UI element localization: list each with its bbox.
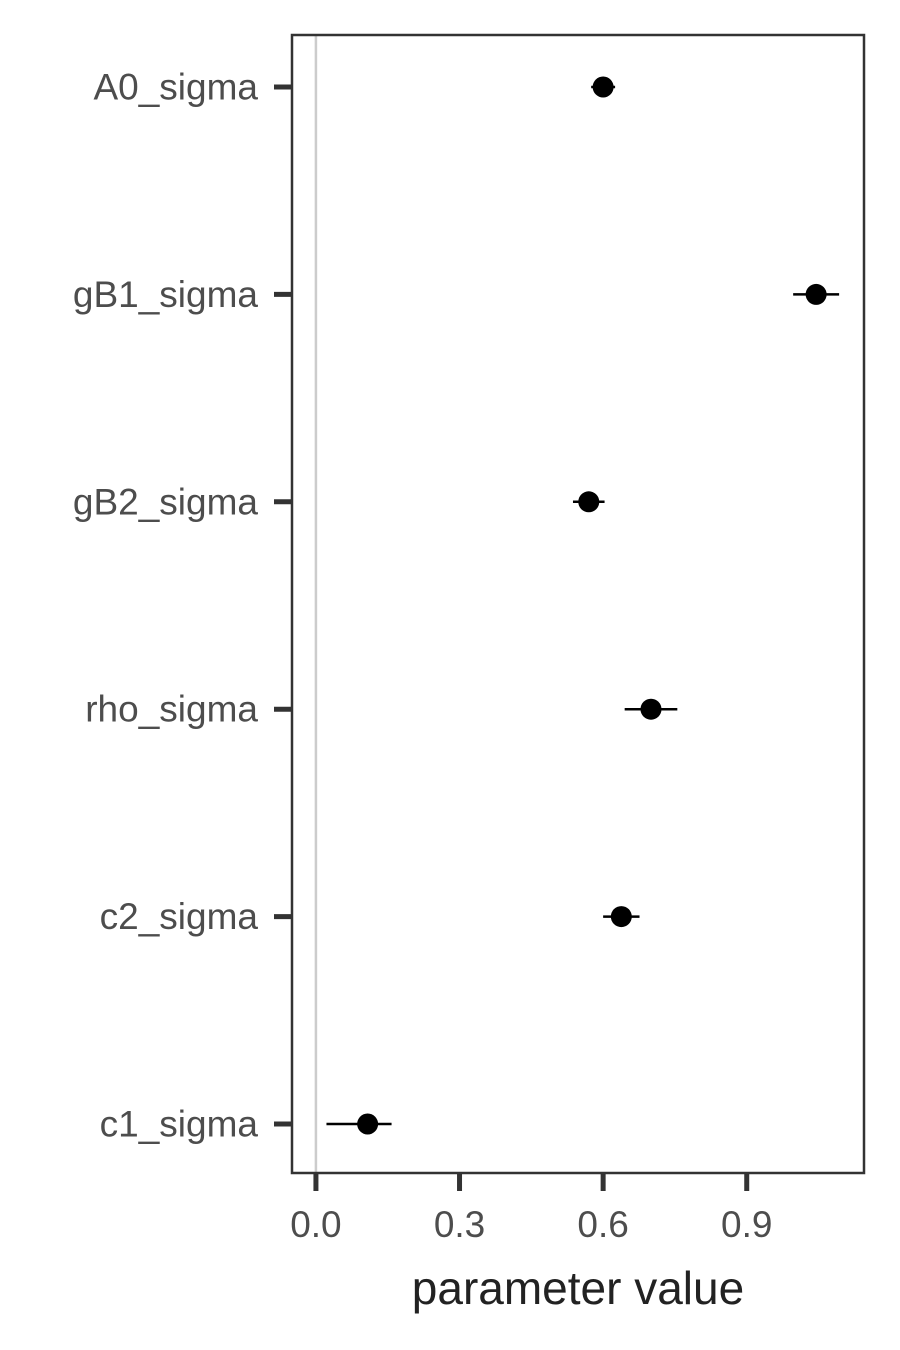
data-point	[592, 76, 614, 98]
data-point	[610, 906, 632, 928]
y-tick-label: gB1_sigma	[73, 274, 259, 315]
x-tick-label: 0.3	[434, 1204, 485, 1245]
data-point	[578, 491, 600, 513]
y-tick-label: rho_sigma	[85, 689, 258, 730]
data-point	[357, 1113, 379, 1135]
point-layer	[326, 76, 840, 1135]
x-axis-title: parameter value	[412, 1262, 744, 1314]
x-axis: 0.0 0.3 0.6 0.9	[290, 1173, 772, 1245]
x-tick-label: 0.6	[577, 1204, 628, 1245]
y-axis: A0_sigma gB1_sigma gB2_sigma rho_sigma c2_si…	[73, 67, 292, 1145]
x-tick-label: 0.0	[290, 1204, 341, 1245]
y-tick-label: gB2_sigma	[73, 481, 259, 522]
y-tick-label: A0_sigma	[93, 67, 258, 108]
y-tick-label: c1_sigma	[100, 1104, 259, 1145]
data-point	[805, 283, 827, 305]
x-tick-label: 0.9	[721, 1204, 772, 1245]
panel-border	[290, 33, 866, 1175]
data-point	[640, 698, 662, 720]
y-tick-label: c2_sigma	[100, 896, 259, 937]
